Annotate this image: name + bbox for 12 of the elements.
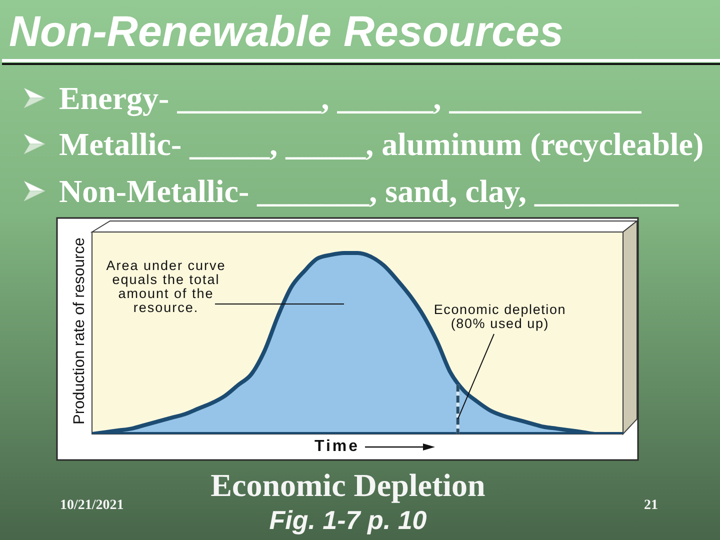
text: 21 [644, 498, 658, 513]
y-axis-title: Production rate of resource [71, 238, 88, 424]
text: Economic Depletion [210, 467, 486, 503]
text: Non-Metallic- _______, sand, clay, _________ [59, 173, 680, 209]
annotation: Economic depletion (80% used up) [434, 302, 566, 331]
text: Energy- _________, ______, ____________ [59, 80, 642, 117]
chart-title: Non-Renewable Resources [9, 8, 564, 56]
x-axis-title: Time [314, 438, 360, 455]
text: Metallic- _____, _____, aluminum (recycleable) [59, 126, 704, 162]
caption: Fig. 1-7 p. 10 [269, 505, 428, 535]
annotation: Area under curve equals the total amount of the resource. [106, 258, 226, 315]
text: 10/21/2021 [60, 498, 124, 513]
